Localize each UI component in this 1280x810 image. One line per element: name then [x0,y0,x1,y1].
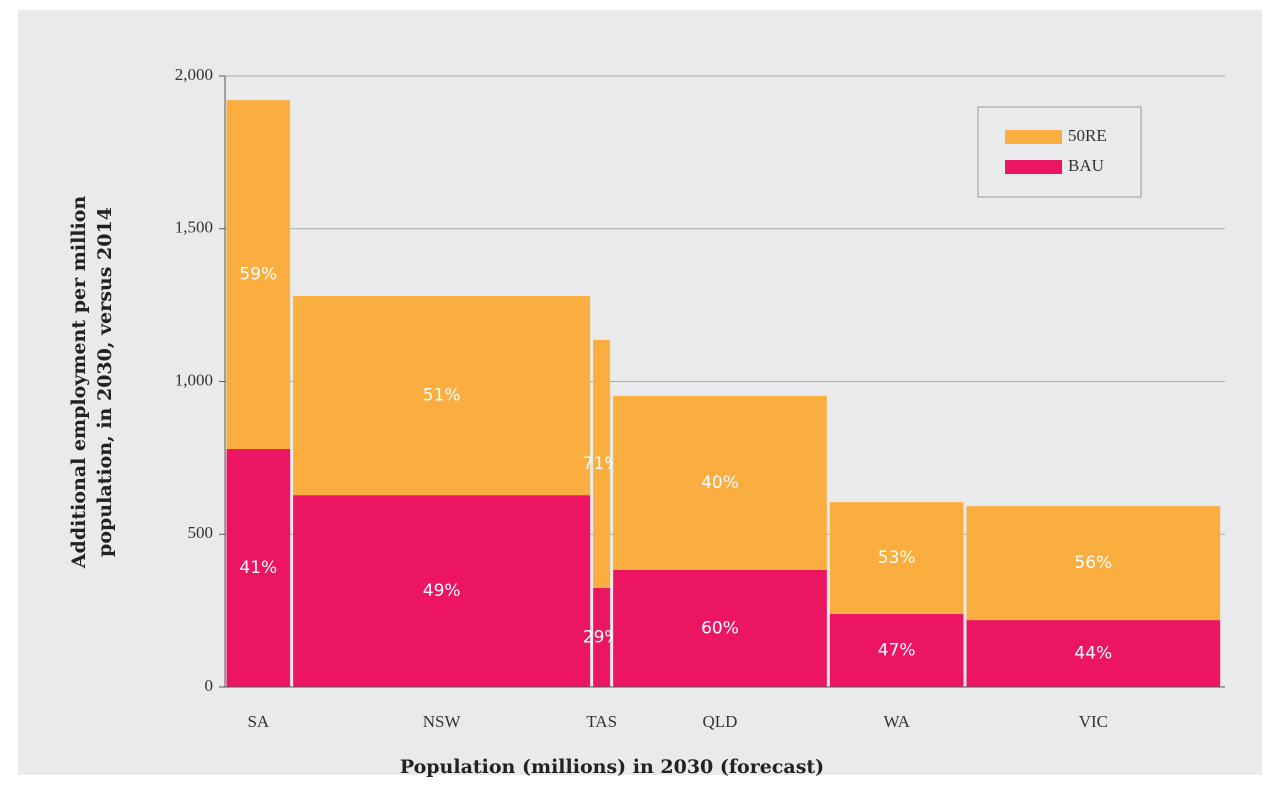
bar-segment [613,395,827,570]
x-tick-label: QLD [703,712,738,731]
bar-segment [226,449,291,687]
y-axis-title-line: population, in 2030, versus 2014 [94,207,116,557]
bar-segment [593,588,611,687]
bar-segment [593,339,611,589]
x-tick-label: WA [883,712,910,731]
segment-label: 53% [878,548,916,568]
y-tick-label: 1,000 [175,370,213,389]
segment-label: 49% [423,581,461,601]
legend-label: 50RE [1068,126,1107,145]
bar-segment [966,506,1221,621]
y-tick-label: 2,000 [175,65,213,84]
y-tick-label: 0 [205,676,214,695]
y-axis-title: Additional employment per million popula… [68,196,116,570]
x-tick-label: TAS [586,712,617,731]
segment-label: 60% [701,618,739,638]
segment-label: 59% [239,265,277,285]
legend-box [977,106,1142,198]
bar-segment [293,495,591,687]
bar-segment [613,569,827,687]
bar-segment [293,295,591,496]
y-tick-label: 500 [188,523,214,542]
legend-swatch [1005,130,1062,144]
segment-label: 47% [878,640,916,660]
bar-segment [829,613,964,687]
segment-label: 40% [701,473,739,493]
segment-label: 41% [239,558,277,578]
segment-label: 71% [583,454,621,474]
x-axis-title: Population (millions) in 2030 (forecast) [400,756,824,778]
y-tick-label: 1,500 [175,218,213,237]
y-axis-title-line: Additional employment per million [68,196,90,570]
legend-label: BAU [1068,156,1104,175]
bar-segment [829,502,964,614]
segment-label: 56% [1074,553,1112,573]
x-tick-label: SA [247,712,269,731]
bar-segment [966,620,1221,687]
x-tick-label: VIC [1079,712,1108,731]
segment-label: 51% [423,386,461,406]
legend-swatch [1005,160,1062,174]
x-tick-label: NSW [423,712,462,731]
segment-label: 29% [583,628,621,648]
segment-label: 44% [1074,644,1112,664]
bar-segment [226,100,291,450]
